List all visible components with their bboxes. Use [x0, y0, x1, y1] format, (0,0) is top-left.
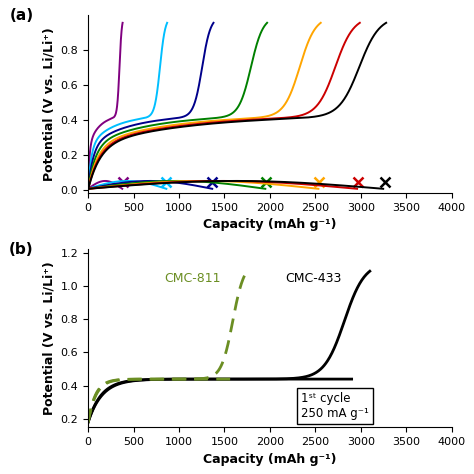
Text: (b): (b) [9, 242, 34, 257]
X-axis label: Capacity (mAh g⁻¹): Capacity (mAh g⁻¹) [203, 453, 337, 465]
Text: CMC-811: CMC-811 [164, 273, 221, 285]
Text: (a): (a) [9, 8, 34, 23]
Text: CMC-433: CMC-433 [285, 273, 342, 285]
Y-axis label: Potential (V vs. Li/Li⁺): Potential (V vs. Li/Li⁺) [42, 262, 55, 415]
Text: 1ˢᵗ cycle
250 mA g⁻¹: 1ˢᵗ cycle 250 mA g⁻¹ [301, 392, 369, 420]
Y-axis label: Potential (V vs. Li/Li⁺): Potential (V vs. Li/Li⁺) [42, 27, 55, 181]
X-axis label: Capacity (mAh g⁻¹): Capacity (mAh g⁻¹) [203, 219, 337, 231]
